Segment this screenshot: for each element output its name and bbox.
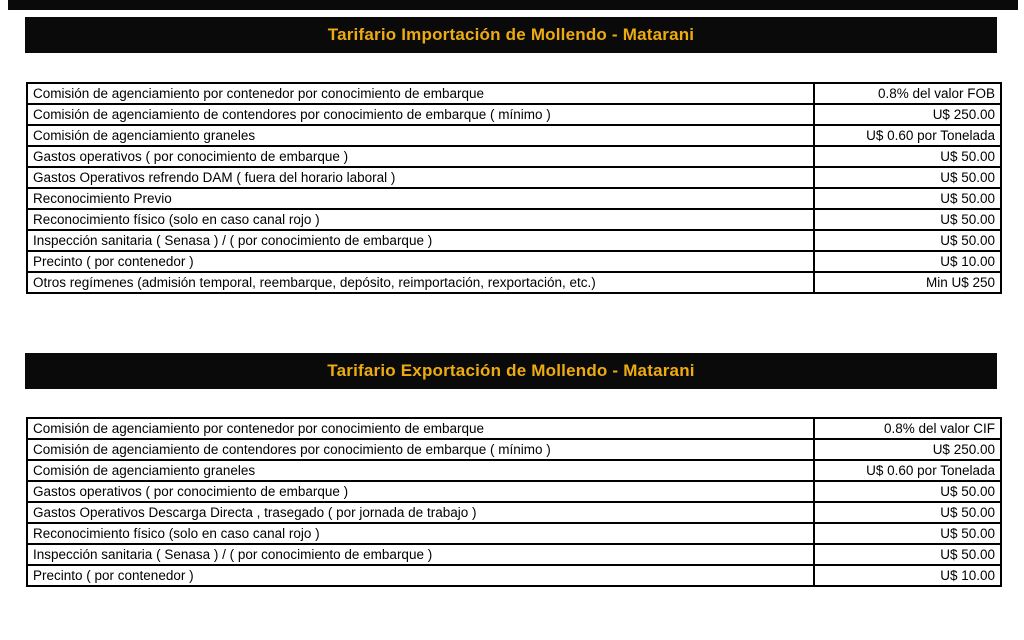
tariff-concept-cell: Comisión de agenciamiento de contendores… bbox=[26, 103, 815, 126]
import-tariff-table: Comisión de agenciamiento por contenedor… bbox=[26, 82, 1002, 294]
tariff-concept-cell: Gastos operativos ( por conocimiento de … bbox=[26, 480, 815, 503]
table-row: Gastos operativos ( por conocimiento de … bbox=[26, 480, 1002, 503]
table-row: Precinto ( por contenedor ) U$ 10.00 bbox=[26, 250, 1002, 273]
import-tariff-banner: Tarifario Importación de Mollendo - Mata… bbox=[25, 17, 997, 53]
tariff-value-cell: U$ 50.00 bbox=[813, 229, 1002, 252]
table-row: Comisión de agenciamiento de contendores… bbox=[26, 438, 1002, 461]
table-row: Reconocimiento físico (solo en caso cana… bbox=[26, 208, 1002, 231]
table-row: Gastos operativos ( por conocimiento de … bbox=[26, 145, 1002, 168]
tariff-value-cell: U$ 50.00 bbox=[813, 522, 1002, 545]
tariff-value-cell: U$ 250.00 bbox=[813, 438, 1002, 461]
tariff-value-cell: U$ 10.00 bbox=[813, 250, 1002, 273]
tariff-concept-cell: Reconocimiento físico (solo en caso cana… bbox=[26, 522, 815, 545]
tariff-concept-cell: Precinto ( por contenedor ) bbox=[26, 564, 815, 587]
tariff-concept-cell: Gastos Operativos Descarga Directa , tra… bbox=[26, 501, 815, 524]
table-row: Inspección sanitaria ( Senasa ) / ( por … bbox=[26, 543, 1002, 566]
table-row: Comisión de agenciamiento por contenedor… bbox=[26, 417, 1002, 440]
tariff-value-cell: U$ 50.00 bbox=[813, 145, 1002, 168]
table-row: Comisión de agenciamiento por contenedor… bbox=[26, 82, 1002, 105]
tariff-concept-cell: Reconocimiento Previo bbox=[26, 187, 815, 210]
tariff-value-cell: 0.8% del valor CIF bbox=[813, 417, 1002, 440]
import-tariff-title: Tarifario Importación de Mollendo - Mata… bbox=[327, 25, 695, 44]
tariff-value-cell: U$ 10.00 bbox=[813, 564, 1002, 587]
top-black-strip bbox=[8, 0, 1018, 10]
export-tariff-table: Comisión de agenciamiento por contenedor… bbox=[26, 417, 1002, 587]
table-row: Comisión de agenciamiento de contendores… bbox=[26, 103, 1002, 126]
tariff-concept-cell: Comisión de agenciamiento graneles bbox=[26, 124, 815, 147]
table-row: Otros regímenes (admisión temporal, reem… bbox=[26, 271, 1002, 294]
tariff-concept-cell: Inspección sanitaria ( Senasa ) / ( por … bbox=[26, 229, 815, 252]
tariff-value-cell: U$ 50.00 bbox=[813, 208, 1002, 231]
tariff-concept-cell: Otros regímenes (admisión temporal, reem… bbox=[26, 271, 815, 294]
tariff-concept-cell: Comisión de agenciamiento por contenedor… bbox=[26, 82, 815, 105]
tariff-value-cell: 0.8% del valor FOB bbox=[813, 82, 1002, 105]
tariff-value-cell: U$ 0.60 por Tonelada bbox=[813, 459, 1002, 482]
tariff-value-cell: U$ 250.00 bbox=[813, 103, 1002, 126]
table-row: Reconocimiento físico (solo en caso cana… bbox=[26, 522, 1002, 545]
tariff-concept-cell: Comisión de agenciamiento por contenedor… bbox=[26, 417, 815, 440]
tariff-value-cell: U$ 50.00 bbox=[813, 480, 1002, 503]
table-row: Comisión de agenciamiento graneles U$ 0.6… bbox=[26, 459, 1002, 482]
tariff-value-cell: U$ 50.00 bbox=[813, 166, 1002, 189]
table-row: Comisión de agenciamiento graneles U$ 0.6… bbox=[26, 124, 1002, 147]
table-row: Gastos Operativos Descarga Directa , tra… bbox=[26, 501, 1002, 524]
tariff-concept-cell: Gastos operativos ( por conocimiento de … bbox=[26, 145, 815, 168]
table-row: Precinto ( por contenedor ) U$ 10.00 bbox=[26, 564, 1002, 587]
table-row: Gastos Operativos refrendo DAM ( fuera d… bbox=[26, 166, 1002, 189]
tariff-concept-cell: Reconocimiento físico (solo en caso cana… bbox=[26, 208, 815, 231]
table-row: Inspección sanitaria ( Senasa ) / ( por … bbox=[26, 229, 1002, 252]
export-tariff-banner: Tarifario Exportación de Mollendo - Mata… bbox=[25, 353, 997, 389]
tariff-value-cell: U$ 50.00 bbox=[813, 187, 1002, 210]
tariff-value-cell: U$ 50.00 bbox=[813, 543, 1002, 566]
tariff-value-cell: U$ 50.00 bbox=[813, 501, 1002, 524]
tariff-concept-cell: Inspección sanitaria ( Senasa ) / ( por … bbox=[26, 543, 815, 566]
tariff-concept-cell: Gastos Operativos refrendo DAM ( fuera d… bbox=[26, 166, 815, 189]
tariff-concept-cell: Comisión de agenciamiento graneles bbox=[26, 459, 815, 482]
tariff-value-cell: Min U$ 250 bbox=[813, 271, 1002, 294]
table-row: Reconocimiento Previo U$ 50.00 bbox=[26, 187, 1002, 210]
tariff-concept-cell: Precinto ( por contenedor ) bbox=[26, 250, 815, 273]
export-tariff-title: Tarifario Exportación de Mollendo - Mata… bbox=[327, 361, 695, 380]
tariff-concept-cell: Comisión de agenciamiento de contendores… bbox=[26, 438, 815, 461]
tariff-value-cell: U$ 0.60 por Tonelada bbox=[813, 124, 1002, 147]
